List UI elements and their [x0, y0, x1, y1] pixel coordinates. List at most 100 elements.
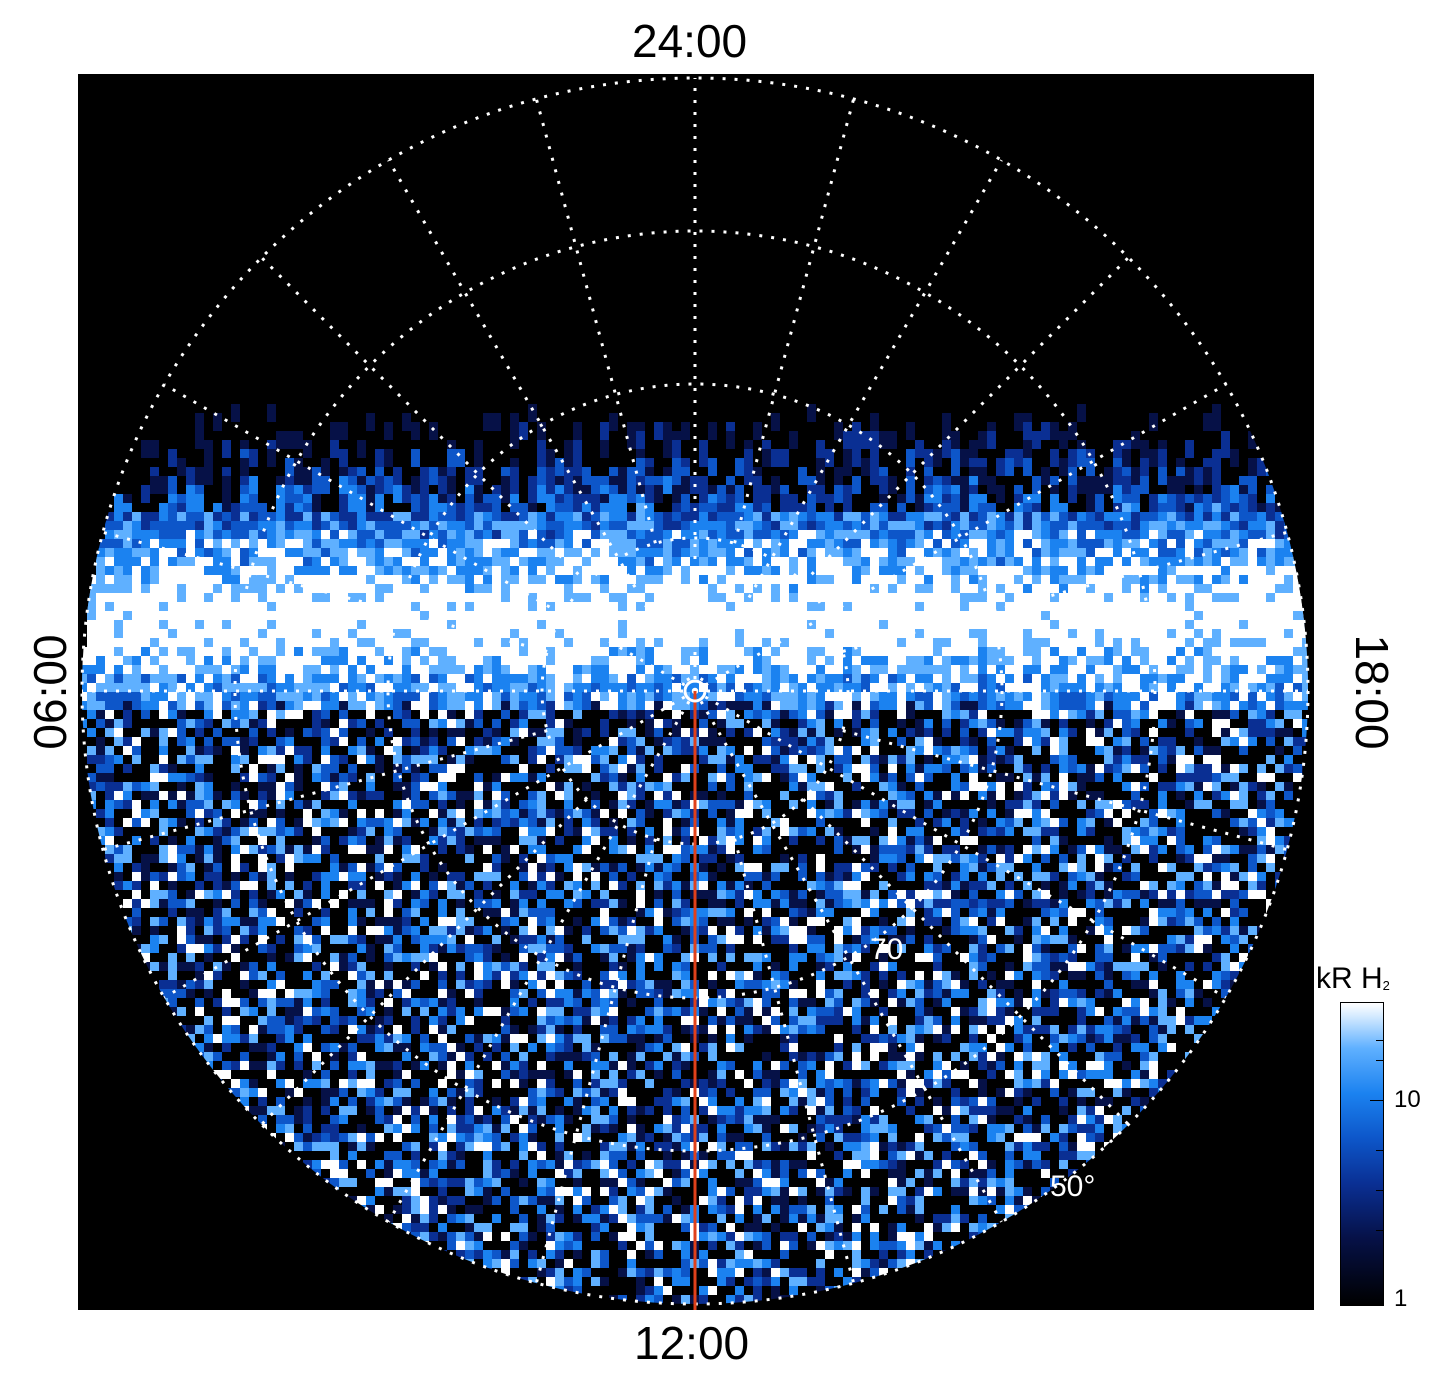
emission-pixel — [105, 854, 114, 863]
emission-pixel — [879, 773, 888, 782]
emission-pixel — [987, 791, 996, 800]
emission-pixel — [285, 845, 294, 854]
emission-pixel — [1059, 755, 1068, 764]
emission-pixel — [888, 791, 897, 800]
emission-pixel — [915, 440, 924, 458]
emission-pixel — [1275, 836, 1284, 845]
emission-pixel — [618, 863, 627, 872]
emission-pixel — [1266, 458, 1275, 476]
emission-pixel — [1113, 710, 1122, 719]
emission-pixel — [717, 701, 726, 710]
emission-pixel — [1230, 485, 1239, 503]
emission-pixel — [456, 827, 465, 836]
emission-pixel — [996, 818, 1005, 827]
emission-pixel — [780, 449, 789, 467]
emission-pixel — [168, 854, 177, 863]
emission-pixel — [1014, 719, 1023, 728]
emission-pixel — [1014, 791, 1023, 800]
emission-pixel — [573, 728, 582, 737]
emission-pixel — [150, 836, 159, 845]
emission-pixel — [591, 746, 600, 755]
emission-pixel — [204, 854, 213, 863]
emission-pixel — [591, 701, 600, 710]
emission-pixel — [825, 800, 834, 809]
emission-pixel — [1203, 494, 1212, 512]
emission-pixel — [951, 854, 960, 863]
emission-pixel — [1212, 863, 1221, 872]
emission-pixel — [438, 836, 447, 845]
emission-pixel — [1032, 710, 1041, 719]
emission-pixel — [294, 854, 303, 863]
emission-pixel — [636, 755, 645, 764]
emission-pixel — [960, 836, 969, 845]
emission-pixel — [591, 791, 600, 800]
emission-pixel — [591, 827, 600, 836]
emission-pixel — [969, 719, 978, 728]
emission-pixel — [474, 809, 483, 818]
emission-pixel — [1059, 836, 1068, 845]
emission-pixel — [789, 836, 798, 845]
emission-pixel — [366, 710, 375, 719]
emission-pixel — [573, 764, 582, 773]
emission-pixel — [843, 458, 852, 476]
emission-pixel — [852, 710, 861, 719]
emission-pixel — [1293, 773, 1302, 782]
emission-pixel — [159, 710, 168, 719]
emission-pixel — [762, 737, 771, 746]
emission-pixel — [627, 692, 636, 710]
emission-pixel — [438, 773, 447, 782]
emission-pixel — [195, 845, 204, 854]
emission-pixel — [411, 818, 420, 827]
emission-pixel — [564, 818, 573, 827]
emission-pixel — [267, 719, 276, 728]
emission-pixel — [168, 701, 177, 710]
emission-pixel — [960, 494, 969, 512]
emission-pixel — [915, 494, 924, 512]
emission-pixel — [1176, 692, 1185, 710]
emission-pixel — [528, 755, 537, 764]
emission-pixel — [1113, 692, 1122, 710]
emission-pixel — [654, 728, 663, 737]
emission-pixel — [294, 710, 303, 719]
emission-pixel — [600, 719, 609, 728]
emission-pixel — [330, 809, 339, 818]
emission-pixel — [321, 746, 330, 755]
emission-pixel — [717, 800, 726, 809]
emission-pixel — [1275, 746, 1284, 755]
emission-pixel — [339, 494, 348, 512]
emission-pixel — [618, 782, 627, 791]
emission-pixel — [258, 701, 267, 710]
emission-pixel — [213, 746, 222, 755]
emission-pixel — [393, 485, 402, 503]
emission-pixel — [150, 728, 159, 737]
emission-pixel — [1266, 845, 1275, 854]
emission-pixel — [771, 476, 780, 494]
emission-pixel — [456, 791, 465, 800]
emission-pixel — [501, 854, 510, 863]
emission-pixel — [618, 728, 627, 737]
emission-pixel — [204, 800, 213, 809]
emission-pixel — [1203, 701, 1212, 710]
emission-pixel — [735, 755, 744, 764]
emission-pixel — [204, 827, 213, 836]
emission-pixel — [159, 737, 168, 746]
emission-pixel — [528, 746, 537, 755]
emission-pixel — [942, 413, 951, 431]
emission-pixel — [258, 782, 267, 791]
emission-pixel — [600, 827, 609, 836]
emission-pixel — [222, 836, 231, 845]
emission-pixel — [942, 845, 951, 854]
emission-pixel — [1050, 818, 1059, 827]
emission-pixel — [123, 800, 132, 809]
emission-pixel — [843, 863, 852, 872]
emission-pixel — [663, 782, 672, 791]
emission-pixel — [231, 800, 240, 809]
emission-pixel — [402, 710, 411, 719]
emission-pixel — [888, 431, 897, 449]
emission-pixel — [753, 692, 762, 710]
emission-pixel — [411, 746, 420, 755]
emission-pixel — [762, 800, 771, 809]
emission-pixel — [402, 809, 411, 818]
emission-pixel — [627, 431, 636, 449]
emission-pixel — [816, 692, 825, 710]
